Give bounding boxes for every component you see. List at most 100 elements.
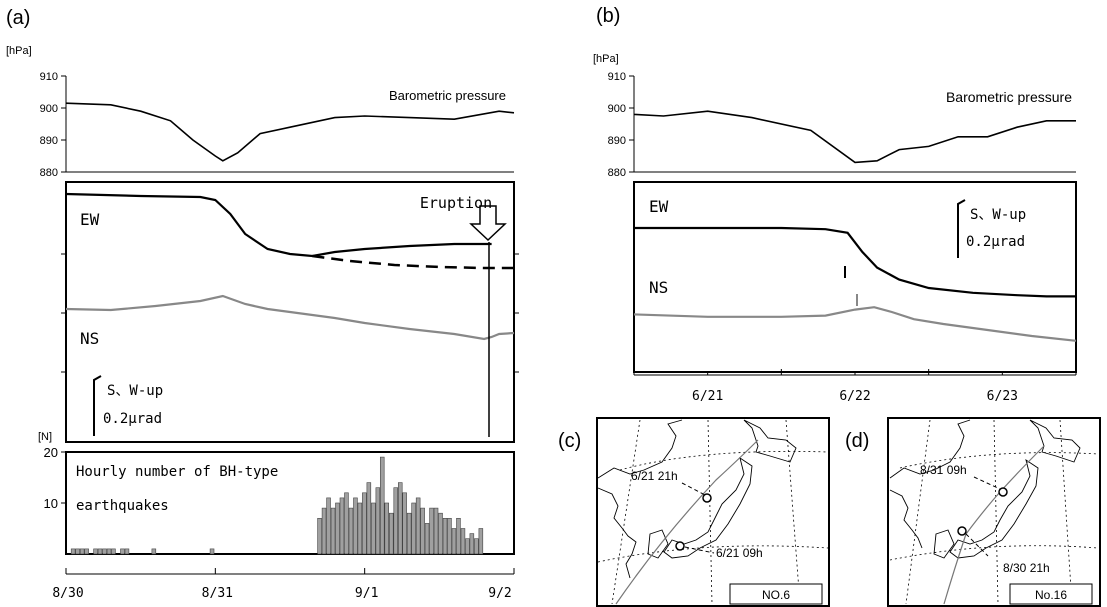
map-c-hokkaido bbox=[743, 419, 797, 463]
map-d-parallel bbox=[889, 545, 1099, 561]
eq-bar bbox=[397, 482, 403, 555]
map-d-leader bbox=[965, 533, 989, 557]
map-c-meridian bbox=[611, 419, 641, 605]
eq-bar bbox=[348, 507, 354, 555]
panel-b-pressure: [hPa] 910 900 890 880 Barometric pressure bbox=[593, 53, 1076, 179]
eq-bar bbox=[330, 507, 336, 555]
b-ns-label: NS bbox=[649, 278, 668, 297]
eq-bar bbox=[151, 548, 157, 555]
eq-bar bbox=[384, 502, 389, 555]
pressure-y-ticks: 910 900 890 880 bbox=[40, 71, 66, 179]
eq-bar bbox=[393, 487, 398, 555]
eq-bar bbox=[70, 548, 76, 555]
ns-series-line bbox=[65, 294, 515, 341]
map-d-meridian bbox=[905, 419, 931, 605]
eq-bar bbox=[424, 523, 430, 555]
eq-bar bbox=[402, 492, 407, 555]
eq-bar bbox=[415, 497, 421, 555]
map-c-leader bbox=[684, 546, 715, 554]
time-x-tick-label: 8/30 bbox=[52, 586, 83, 601]
b-scale-bar-icon bbox=[957, 199, 966, 258]
b-scale-direction-label: S、W-up bbox=[970, 207, 1026, 223]
map-d-typhoon-track bbox=[943, 445, 1045, 605]
eq-bar bbox=[84, 548, 89, 555]
eq-bar bbox=[111, 548, 116, 555]
ew-extrapolated-line bbox=[312, 254, 514, 270]
scale-direction-label: S、W-up bbox=[107, 383, 163, 399]
pressure-y-tick-label: 910 bbox=[40, 71, 58, 83]
eq-bar bbox=[438, 512, 443, 555]
b-pressure-unit-label: [hPa] bbox=[593, 53, 619, 65]
eq-bar bbox=[97, 548, 103, 555]
eq-title-line2: earthquakes bbox=[76, 498, 169, 514]
eq-bar bbox=[106, 548, 112, 555]
eq-bar bbox=[460, 528, 466, 555]
eruption-label: Eruption bbox=[420, 194, 492, 212]
b-pressure-title: Barometric pressure bbox=[946, 89, 1072, 105]
eq-bar bbox=[344, 492, 349, 555]
map-d-label-b: 8/30 21h bbox=[1003, 561, 1050, 575]
panel-label-a: (a) bbox=[6, 7, 30, 29]
eq-bar bbox=[433, 507, 439, 555]
b-pressure-y-ticks: 910 900 890 880 bbox=[608, 71, 634, 179]
panel-a-tilt: Eruption EW NS S、W-up 0.2μrad bbox=[61, 181, 519, 443]
eq-y-tick-label: 20 bbox=[44, 445, 58, 460]
eq-bar bbox=[102, 548, 107, 555]
map-c-id-box bbox=[729, 583, 823, 605]
time-x-ticks: 8/30 8/31 9/1 9/2 bbox=[52, 568, 515, 601]
b-pressure-y-tick-label: 910 bbox=[608, 71, 626, 83]
pressure-series-line bbox=[65, 102, 515, 162]
time-x-tick-label: 8/31 bbox=[202, 586, 233, 601]
map-c-parallel bbox=[619, 450, 829, 471]
map-d-label-a: 8/31 09h bbox=[920, 463, 967, 477]
pressure-title: Barometric pressure bbox=[389, 88, 506, 103]
map-c-position-marker bbox=[675, 541, 685, 551]
eq-bar bbox=[93, 548, 98, 555]
b-scale-value-label: 0.2μrad bbox=[966, 234, 1025, 250]
map-d-meridian bbox=[993, 419, 999, 605]
map-d-position-marker bbox=[998, 487, 1008, 497]
eq-bar bbox=[357, 502, 363, 555]
eq-bar bbox=[362, 492, 367, 555]
map-c-kyushu bbox=[647, 529, 669, 559]
b-time-x-tick-label: 6/22 bbox=[839, 389, 870, 404]
map-c-continent bbox=[597, 419, 683, 579]
time-x-tick-label: 9/2 bbox=[488, 586, 511, 601]
eq-bar bbox=[478, 528, 484, 555]
eq-bar bbox=[442, 517, 448, 555]
eruption-arrow-icon bbox=[469, 205, 507, 242]
map-d-honshu bbox=[949, 458, 1039, 559]
map-d-leader bbox=[973, 476, 1001, 490]
eq-bar bbox=[339, 497, 345, 555]
map-d: 8/31 09h 8/30 21h No.16 bbox=[887, 417, 1101, 607]
map-c-parallel bbox=[597, 545, 829, 563]
tilt-frame bbox=[65, 181, 515, 443]
map-d-kyushu bbox=[933, 529, 955, 559]
map-c: 6/21 21h 6/21 09h NO.6 bbox=[596, 417, 830, 607]
eq-bar bbox=[411, 502, 416, 555]
eq-bar bbox=[75, 548, 80, 555]
eq-bar bbox=[456, 517, 461, 555]
ns-label: NS bbox=[80, 329, 99, 348]
map-d-parallel bbox=[899, 452, 1099, 469]
eq-bar bbox=[353, 497, 358, 555]
eq-bar bbox=[317, 517, 322, 555]
b-ew-series-line bbox=[634, 226, 1076, 298]
b-pressure-y-tick-label: 900 bbox=[608, 103, 626, 115]
b-time-x-tick-label: 6/21 bbox=[692, 389, 723, 404]
eq-bar bbox=[388, 512, 394, 555]
eq-bars bbox=[70, 456, 484, 555]
panel-label-c: (c) bbox=[558, 430, 581, 452]
map-d-hokkaido bbox=[1029, 419, 1081, 463]
panel-b-tilt: EW NS S、W-up 0.2μrad 6/21 6/22 6/23 bbox=[633, 181, 1077, 404]
map-c-frame bbox=[596, 417, 830, 607]
map-d-frame bbox=[887, 417, 1101, 607]
eq-bar bbox=[366, 482, 372, 555]
b-time-x-tick-label: 6/23 bbox=[987, 389, 1018, 404]
panel-a-pressure: [hPa] 910 900 890 880 Barometric pressure bbox=[6, 45, 515, 179]
b-pressure-series-line bbox=[633, 110, 1076, 164]
eq-bar bbox=[124, 548, 130, 555]
map-c-label-b: 6/21 09h bbox=[716, 546, 763, 560]
eq-bar bbox=[79, 548, 85, 555]
